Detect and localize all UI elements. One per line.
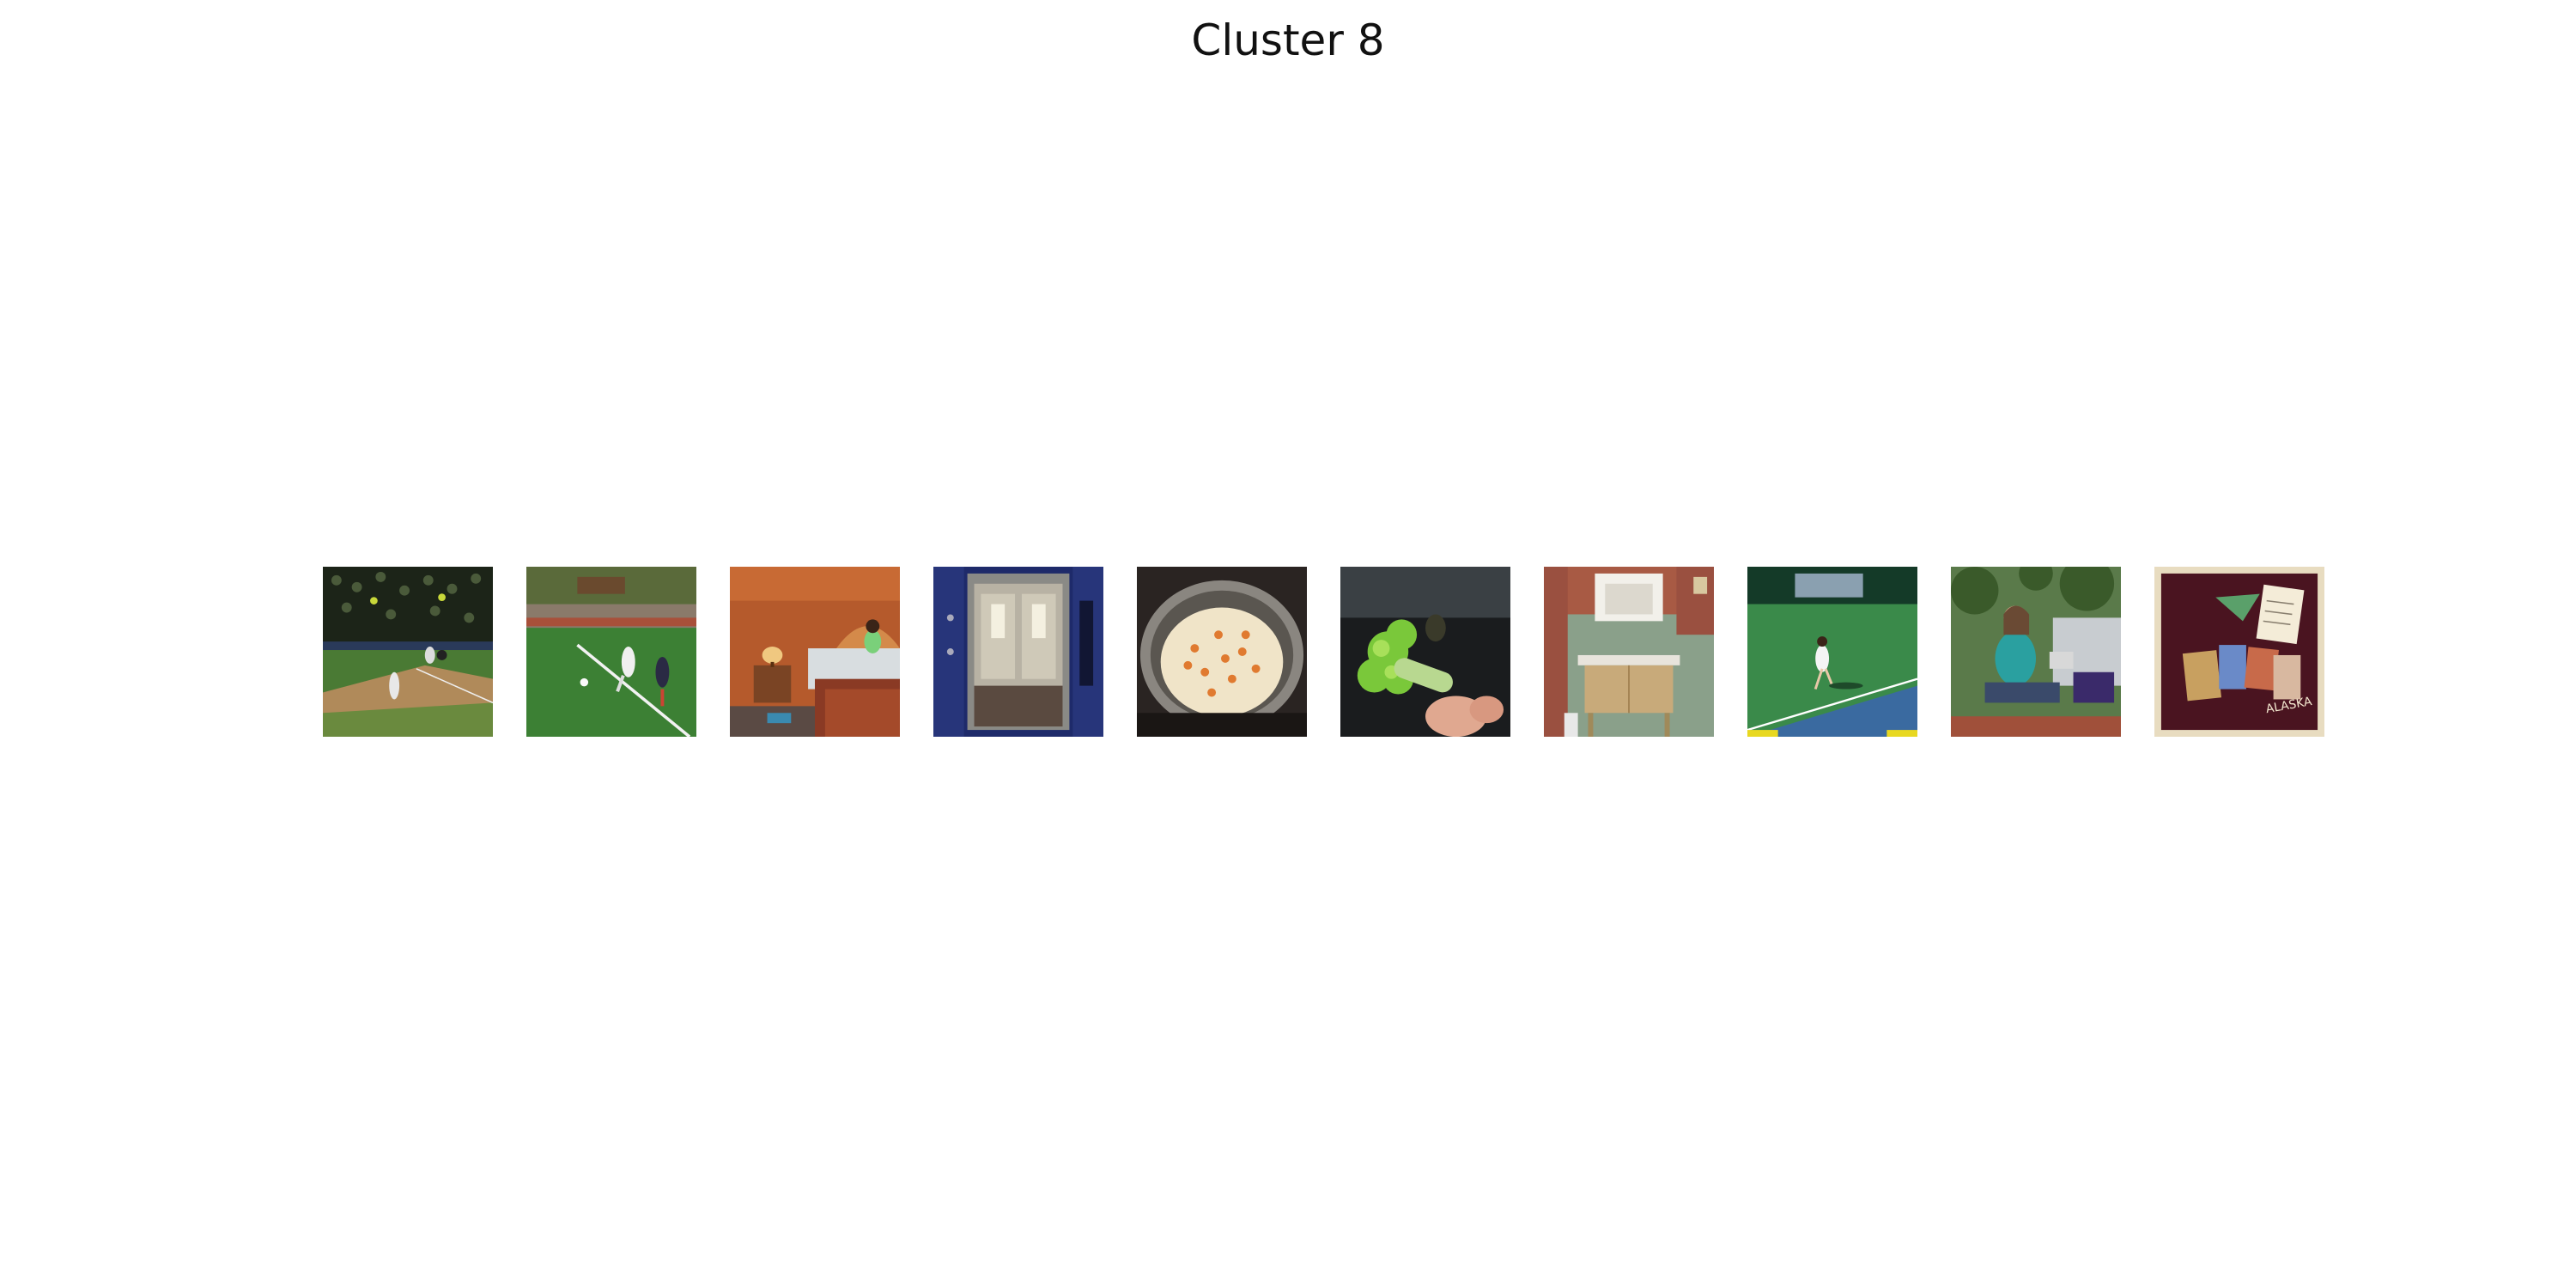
thumbnail-baseball: [323, 567, 493, 737]
thumbnail-broccoli: [1340, 567, 1510, 737]
thumbnail-rice-pot: [1137, 567, 1307, 737]
thumbnail-row: ALASKA: [323, 567, 2324, 737]
figure-title: Cluster 8: [1191, 15, 1385, 65]
thumbnail-bedroom: [730, 567, 900, 737]
thumbnail-tennis: [1747, 567, 1917, 737]
thumbnail-train-doors: [933, 567, 1103, 737]
thumbnail-woman-bench: [1951, 567, 2121, 737]
thumbnail-alaska-suitcase: ALASKA: [2154, 567, 2324, 737]
thumbnail-soccer: [526, 567, 696, 737]
thumbnail-bathroom: [1544, 567, 1714, 737]
